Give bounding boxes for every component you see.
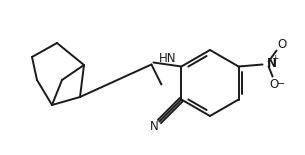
Text: O: O <box>277 38 286 51</box>
Text: N: N <box>150 120 159 133</box>
Text: N: N <box>267 57 277 70</box>
Text: HN: HN <box>159 52 176 65</box>
Text: +: + <box>271 54 278 63</box>
Text: O: O <box>269 78 278 91</box>
Text: −: − <box>277 80 285 89</box>
